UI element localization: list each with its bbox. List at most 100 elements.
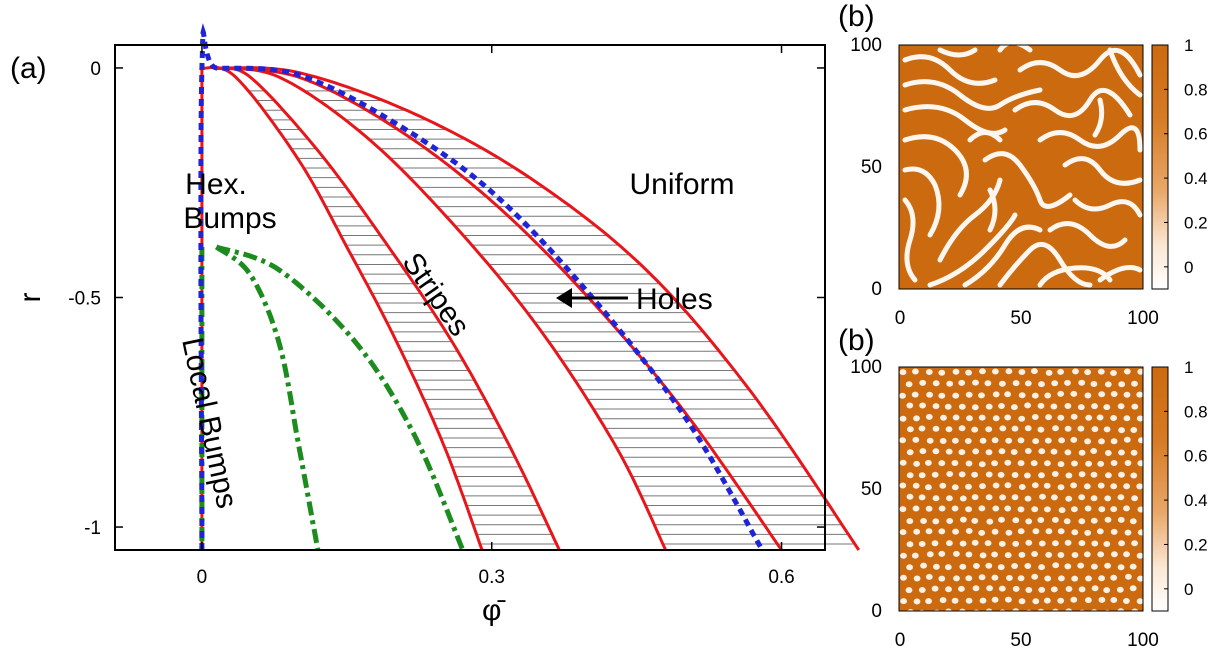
spot [1004, 459, 1012, 466]
spot [1063, 518, 1071, 525]
spot [1136, 391, 1143, 398]
spot [992, 368, 999, 375]
spot [1111, 551, 1118, 558]
stripe [962, 224, 1043, 288]
x-tick: 0 [895, 308, 906, 329]
stripe [902, 54, 998, 86]
phase-boundary-red-solid [216, 66, 561, 551]
spot [1005, 529, 1013, 536]
spot [1097, 368, 1105, 375]
spot [965, 369, 972, 376]
spot [899, 437, 906, 444]
spot [1010, 449, 1018, 455]
spot [1043, 597, 1051, 604]
spot [978, 529, 986, 536]
spot [906, 518, 914, 525]
spot [1005, 596, 1012, 603]
spot [1004, 414, 1012, 421]
spot [1118, 540, 1125, 547]
spot [1110, 483, 1118, 490]
spot [1104, 562, 1111, 569]
spot [925, 484, 932, 491]
spot [1031, 551, 1038, 557]
spot [985, 494, 993, 501]
stripe [927, 212, 1018, 288]
phase-boundary-green-dashdot [215, 244, 466, 551]
spot [1118, 449, 1125, 456]
spot [938, 575, 946, 582]
hatched-bands [248, 90, 855, 545]
spot [1051, 471, 1059, 477]
spot [920, 562, 927, 569]
spot [1012, 585, 1020, 592]
spot [1057, 461, 1065, 468]
spot [951, 460, 959, 466]
spot [1012, 517, 1020, 524]
spot [1038, 381, 1045, 388]
spot [1012, 540, 1020, 547]
spot [1051, 494, 1058, 501]
spot [1137, 506, 1143, 513]
spot [918, 472, 926, 479]
spot [985, 562, 993, 569]
spot [979, 368, 986, 375]
spot [978, 505, 986, 512]
stripe [1047, 221, 1128, 249]
spot [999, 380, 1006, 387]
spot [1071, 575, 1079, 582]
stripe [987, 187, 998, 233]
spot [985, 449, 993, 456]
spot [1037, 517, 1045, 523]
spot [1084, 529, 1092, 536]
spot [1050, 448, 1058, 455]
spot [1123, 368, 1131, 375]
spot [933, 563, 940, 570]
stripe [902, 166, 942, 238]
stripe [1037, 265, 1113, 288]
spot [1025, 539, 1033, 546]
spot [1123, 505, 1130, 512]
stripe [1017, 48, 1143, 79]
spot [1090, 517, 1098, 524]
spot [992, 482, 1000, 489]
spot [1045, 369, 1053, 376]
spot [1044, 506, 1051, 513]
spot [985, 608, 993, 611]
x-tick: 50 [1010, 630, 1031, 651]
spot [1057, 484, 1065, 491]
spot [1018, 392, 1026, 399]
spot [971, 494, 979, 501]
spot [899, 459, 907, 466]
y-tick-label: -1 [84, 518, 101, 539]
y-axis-label: r [14, 293, 47, 303]
region-label-uniform: Uniform [629, 168, 734, 201]
stripe [1092, 97, 1105, 138]
spot [1097, 460, 1105, 467]
spot [1032, 598, 1040, 605]
spot [906, 449, 914, 456]
spot [965, 528, 973, 534]
spot [991, 437, 999, 444]
spot [1104, 450, 1112, 456]
spot [1024, 425, 1032, 432]
spot [899, 529, 907, 536]
colorbar-tick-label: 0.2 [1184, 213, 1208, 232]
spot [939, 482, 947, 489]
region-label-local-bumps: Local Bumps [175, 335, 243, 512]
spot [984, 540, 992, 547]
spot [946, 518, 954, 524]
spot [1065, 495, 1073, 502]
spot [991, 528, 999, 535]
spot [1110, 370, 1117, 376]
spot [918, 494, 926, 501]
spot [972, 379, 979, 386]
spot [1032, 438, 1040, 445]
spot [999, 494, 1006, 501]
spot [938, 505, 946, 512]
spot [1085, 575, 1092, 582]
spot [1091, 563, 1098, 570]
spot [1064, 449, 1072, 456]
colorbar-tick-label: 0.6 [1184, 447, 1208, 466]
spot [945, 586, 952, 593]
stripe [1107, 47, 1143, 98]
